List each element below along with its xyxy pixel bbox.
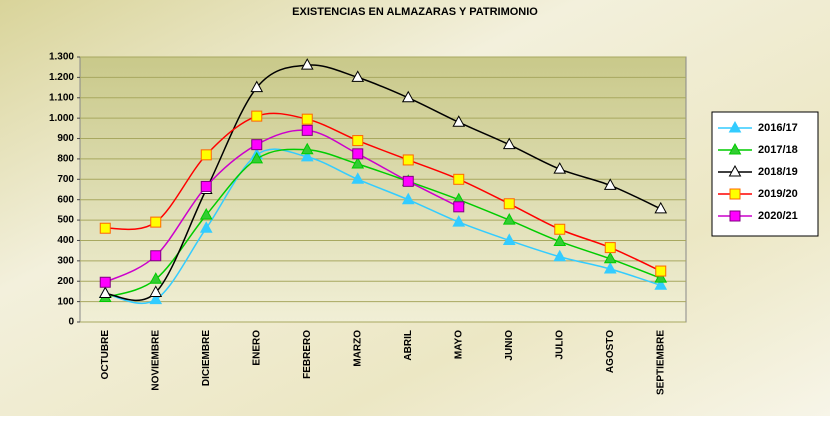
marker [301, 124, 313, 136]
marker [98, 286, 112, 298]
marker [200, 180, 212, 192]
y-tick-label: 1.300 [49, 52, 74, 63]
marker [199, 207, 213, 220]
marker [149, 285, 163, 297]
marker [402, 154, 414, 166]
marker [452, 215, 466, 227]
y-tick-label: 700 [57, 174, 74, 185]
x-tick-label: SEPTIEMBRE [655, 330, 666, 395]
x-tick-label: JUNIO [504, 330, 515, 361]
x-tick-label: NOVIEMBRE [150, 330, 161, 391]
x-tick-label: ENERO [251, 330, 262, 366]
x-tick-label: AGOSTO [605, 330, 616, 373]
legend-label: 2019/20 [758, 188, 798, 200]
y-tick-label: 500 [57, 215, 74, 226]
marker [654, 271, 668, 283]
x-tick-label: OCTUBRE [100, 330, 111, 380]
marker [300, 142, 314, 155]
marker [502, 137, 516, 150]
chart-title: EXISTENCIAS EN ALMAZARAS Y PATRIMONIO [292, 6, 538, 18]
marker [553, 234, 567, 246]
marker [604, 242, 616, 254]
y-tick-label: 200 [57, 276, 74, 287]
marker [150, 216, 162, 228]
x-tick-label: ABRIL [403, 330, 414, 361]
marker [554, 223, 566, 235]
marker [728, 142, 742, 155]
y-tick-label: 600 [57, 194, 74, 205]
marker [729, 210, 741, 222]
marker [603, 261, 617, 274]
marker [728, 164, 742, 177]
y-tick-label: 0 [68, 317, 74, 328]
marker [301, 113, 313, 125]
legend-label: 2020/21 [758, 210, 798, 222]
marker [149, 272, 163, 284]
marker [553, 162, 567, 174]
marker [149, 292, 163, 305]
y-tick-label: 900 [57, 133, 74, 144]
y-tick-label: 400 [57, 235, 74, 246]
marker [729, 188, 741, 200]
marker [453, 201, 465, 213]
marker [251, 139, 263, 151]
y-tick-label: 300 [57, 255, 74, 266]
legend-label: 2017/18 [758, 144, 798, 156]
marker [99, 222, 111, 234]
marker [503, 198, 515, 210]
marker [150, 250, 162, 262]
marker [402, 175, 414, 187]
marker [250, 151, 264, 164]
series-line [104, 129, 460, 283]
x-tick-label: FEBRERO [302, 330, 313, 379]
x-tick-label: MARZO [352, 330, 363, 367]
marker [603, 178, 617, 190]
marker [401, 90, 415, 103]
legend-label: 2016/17 [758, 122, 798, 134]
marker [300, 58, 314, 70]
marker [603, 251, 617, 264]
marker [453, 173, 465, 185]
marker [300, 149, 314, 162]
marker [199, 221, 213, 233]
marker [351, 70, 365, 82]
marker [251, 110, 263, 122]
y-tick-label: 1.100 [49, 92, 74, 103]
marker [351, 172, 365, 184]
legend-label: 2018/19 [758, 166, 798, 178]
marker [654, 201, 668, 214]
marker [553, 249, 567, 262]
x-tick-label: MAYO [453, 330, 464, 359]
y-tick-label: 800 [57, 154, 74, 165]
marker [200, 149, 212, 161]
marker [452, 115, 466, 127]
marker [99, 276, 111, 288]
marker [502, 213, 516, 225]
y-tick-label: 1.000 [49, 113, 74, 124]
marker [401, 192, 415, 205]
marker [352, 135, 364, 147]
marker [351, 156, 365, 169]
marker [502, 233, 516, 245]
x-tick-label: DICIEMBRE [201, 330, 212, 386]
x-tick-label: JULIO [554, 330, 565, 360]
marker [352, 148, 364, 160]
marker [728, 120, 742, 133]
marker [655, 265, 667, 277]
y-tick-label: 1.200 [49, 72, 74, 83]
marker [250, 80, 264, 93]
y-tick-label: 100 [57, 296, 74, 307]
marker [654, 278, 668, 290]
